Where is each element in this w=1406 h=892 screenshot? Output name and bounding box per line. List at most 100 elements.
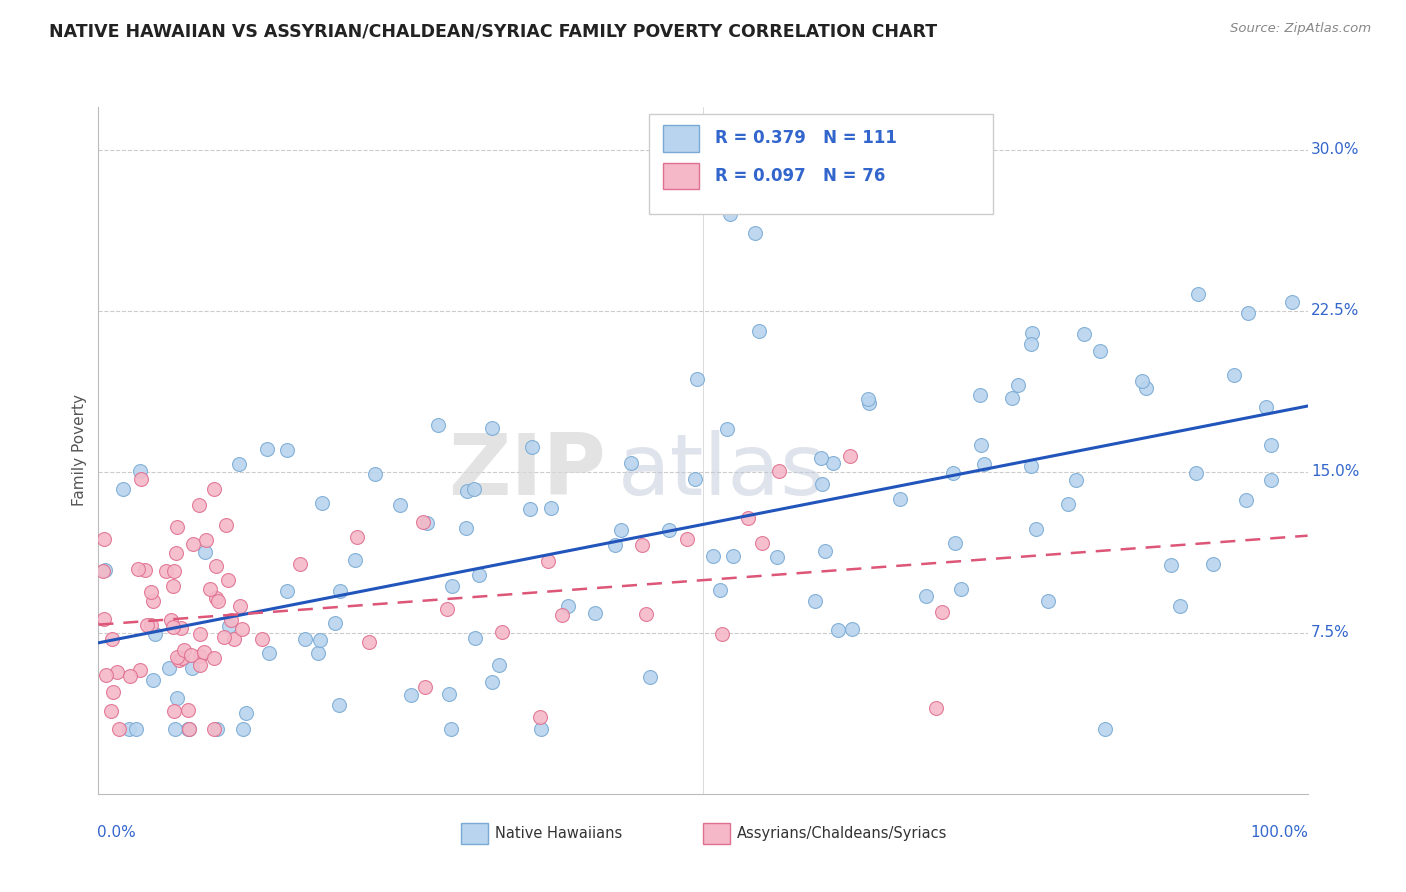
Point	[1260, 438, 1282, 452]
Point	[219, 613, 242, 627]
Point	[540, 501, 562, 516]
Point	[218, 618, 240, 632]
Point	[481, 674, 503, 689]
Point	[931, 606, 953, 620]
Point	[1036, 593, 1059, 607]
Point	[127, 562, 149, 576]
Point	[1237, 306, 1260, 320]
Point	[228, 457, 250, 471]
Point	[105, 665, 128, 680]
Point	[814, 544, 837, 558]
Point	[810, 451, 832, 466]
Point	[488, 657, 510, 672]
Point	[165, 723, 187, 737]
Point	[557, 599, 579, 614]
Point	[101, 632, 124, 646]
Point	[686, 372, 709, 386]
Point	[437, 687, 460, 701]
Point	[638, 670, 661, 684]
Point	[142, 593, 165, 607]
Point	[307, 646, 329, 660]
Point	[1135, 380, 1157, 394]
Point	[1001, 391, 1024, 405]
Point	[256, 442, 278, 457]
Point	[217, 573, 239, 587]
Point	[194, 545, 217, 559]
Point	[173, 642, 195, 657]
Point	[162, 620, 184, 634]
Point	[193, 645, 215, 659]
Point	[290, 557, 312, 571]
Point	[205, 559, 228, 574]
Point	[162, 579, 184, 593]
Point	[583, 607, 606, 621]
Point	[180, 661, 202, 675]
Point	[93, 612, 115, 626]
Point	[519, 501, 541, 516]
Point	[388, 499, 411, 513]
Point	[205, 591, 228, 606]
Text: atlas: atlas	[619, 430, 827, 513]
Point	[93, 532, 115, 546]
Point	[634, 607, 657, 621]
Text: 7.5%: 7.5%	[1312, 625, 1350, 640]
Text: R = 0.097   N = 76: R = 0.097 N = 76	[716, 167, 886, 185]
Point	[973, 457, 995, 471]
Point	[658, 523, 681, 537]
Text: Native Hawaiians: Native Hawaiians	[495, 826, 623, 841]
Point	[415, 516, 437, 530]
Point	[751, 536, 773, 550]
Point	[134, 563, 156, 577]
Point	[456, 483, 478, 498]
Point	[744, 226, 766, 240]
Point	[118, 723, 141, 737]
Point	[1170, 599, 1192, 613]
Text: Source: ZipAtlas.com: Source: ZipAtlas.com	[1230, 22, 1371, 36]
Point	[309, 633, 332, 648]
Point	[155, 564, 177, 578]
Point	[231, 623, 253, 637]
Point	[205, 723, 228, 737]
Point	[188, 627, 211, 641]
Point	[165, 546, 187, 560]
Point	[188, 498, 211, 512]
Point	[1094, 723, 1116, 737]
Point	[1260, 473, 1282, 487]
Point	[702, 549, 724, 563]
Point	[609, 523, 631, 537]
Point	[605, 538, 627, 552]
Point	[250, 632, 273, 646]
Point	[136, 618, 159, 632]
Point	[943, 535, 966, 549]
Bar	[461, 823, 488, 844]
Point	[520, 440, 543, 454]
Point	[94, 563, 117, 577]
Bar	[664, 162, 699, 189]
Point	[181, 537, 204, 551]
Point	[631, 538, 654, 552]
Point	[229, 599, 252, 613]
Point	[188, 648, 211, 663]
Point	[709, 582, 731, 597]
Point	[166, 520, 188, 534]
Point	[202, 482, 225, 496]
Point	[685, 472, 707, 486]
Point	[856, 392, 879, 406]
Point	[803, 593, 825, 607]
Point	[1223, 368, 1246, 383]
Point	[529, 710, 551, 724]
Point	[942, 466, 965, 480]
Point	[94, 668, 117, 682]
Point	[344, 552, 367, 566]
Point	[224, 632, 246, 646]
Point	[620, 456, 643, 470]
Point	[166, 650, 188, 665]
Text: 100.0%: 100.0%	[1251, 825, 1309, 839]
Point	[463, 483, 485, 497]
Point	[1202, 557, 1225, 571]
Text: 30.0%: 30.0%	[1312, 143, 1360, 158]
Point	[821, 456, 844, 470]
Bar	[664, 125, 699, 152]
Point	[129, 464, 152, 478]
Point	[177, 723, 200, 737]
